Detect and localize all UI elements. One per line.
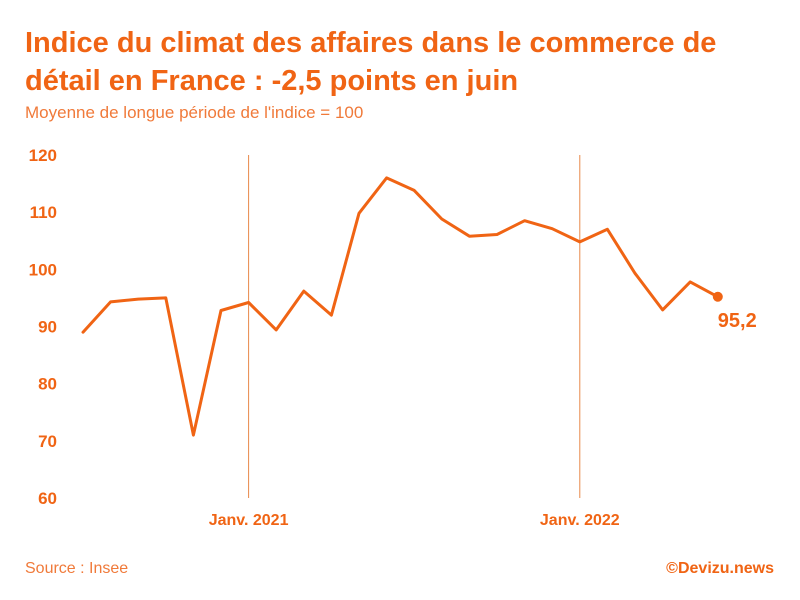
- year-markers: [248, 155, 581, 498]
- y-tick-label: 70: [38, 432, 57, 451]
- y-tick-label: 110: [30, 203, 57, 222]
- last-value-label: 95,2: [718, 310, 757, 332]
- x-axis: Janv. 2021 Janv. 2022: [209, 512, 620, 529]
- y-tick-label: 90: [38, 318, 57, 337]
- y-tick-label: 120: [29, 146, 57, 165]
- y-tick-label: 60: [38, 489, 57, 508]
- y-axis: 60 70 80 90 100 110 120: [29, 146, 57, 508]
- source-note: Source : Insee: [25, 560, 129, 577]
- y-tick-label: 80: [38, 375, 57, 394]
- y-tick-label: 100: [29, 260, 57, 279]
- x-tick-label: Janv. 2021: [209, 512, 289, 529]
- chart-title: Indice du climat des affaires dans le co…: [25, 27, 717, 97]
- x-tick-label: Janv. 2022: [540, 512, 620, 529]
- chart-subtitle: Moyenne de longue période de l'indice = …: [25, 103, 364, 122]
- credit-logo: ©Devizu.news: [666, 560, 774, 577]
- series-line: [81, 176, 720, 437]
- last-point-marker: [712, 291, 723, 302]
